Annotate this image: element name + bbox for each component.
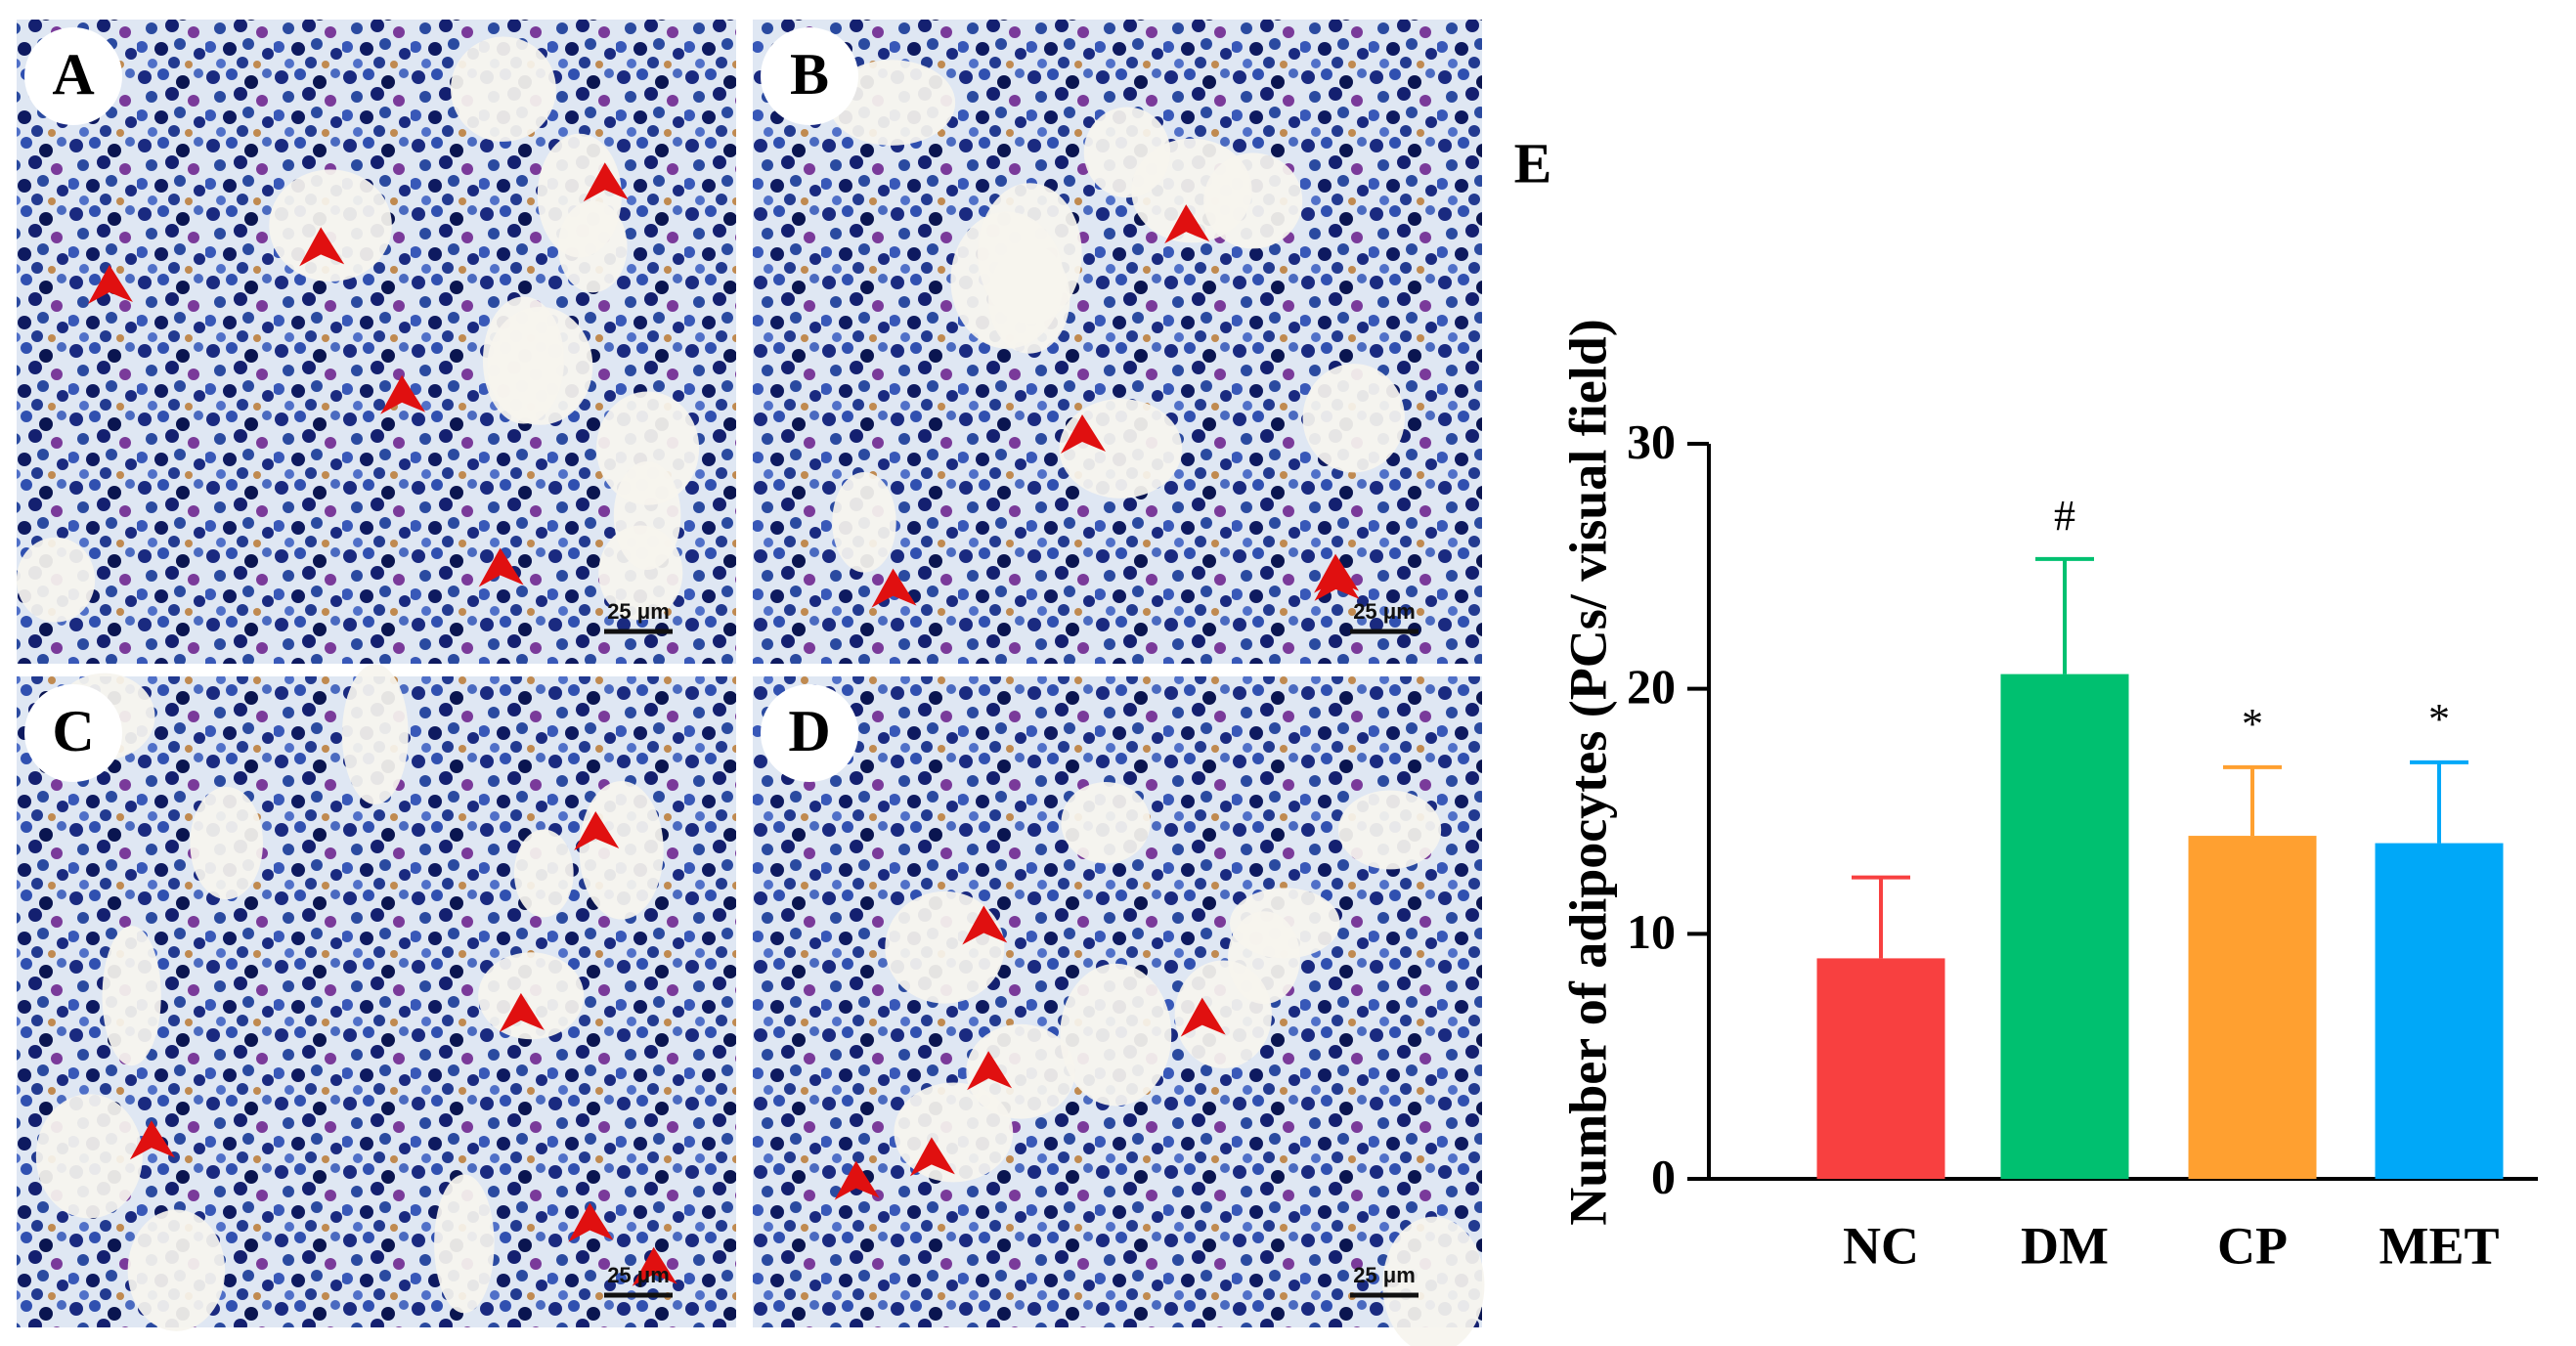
arrowhead: [478, 547, 524, 587]
adipocyte: [832, 472, 896, 573]
adipocyte: [950, 211, 1064, 349]
y-tick-label: 10: [1627, 904, 1676, 959]
adipocyte: [598, 525, 683, 621]
arrowhead: [871, 568, 917, 608]
panel-label-bg: [761, 27, 858, 125]
arrowhead: [967, 1051, 1013, 1091]
adipocyte: [557, 200, 628, 293]
panel-label: C: [52, 699, 94, 763]
x-tick-label: CP: [2217, 1216, 2288, 1275]
arrowhead: [87, 265, 133, 305]
adipocyte: [127, 1209, 226, 1331]
arrowhead: [583, 162, 629, 202]
arrowhead: [1061, 414, 1107, 455]
scale-bar-label: 25 μm: [607, 1263, 670, 1287]
panel-label: B: [790, 42, 829, 107]
panel-label-bg: [24, 684, 122, 782]
adipocyte: [102, 926, 161, 1066]
adipocyte: [1174, 960, 1272, 1068]
adipocyte: [1203, 152, 1303, 249]
panel-label: E: [1514, 131, 1552, 195]
adipocyte: [966, 1023, 1075, 1119]
arrowhead: [574, 811, 620, 851]
panel-label-bg: [761, 684, 858, 782]
adipocyte: [885, 890, 1005, 1004]
arrowhead: [962, 905, 1008, 945]
significance-mark: *: [2428, 695, 2450, 743]
x-tick-label: NC: [1843, 1216, 1919, 1275]
arrowhead: [1314, 561, 1360, 601]
panel-label-bg: [24, 27, 122, 125]
arrowhead: [1180, 997, 1226, 1037]
arrowhead: [568, 1202, 614, 1242]
adipocyte: [35, 1094, 143, 1219]
adipocyte: [450, 36, 556, 142]
adipocyte: [478, 952, 585, 1040]
adipocyte: [1382, 1216, 1485, 1346]
adipocyte: [596, 391, 700, 505]
adipocyte: [487, 306, 593, 425]
adipocyte: [1229, 888, 1340, 959]
significance-mark: *: [2242, 700, 2263, 748]
y-tick-label: 0: [1651, 1149, 1676, 1203]
arrowhead: [1164, 204, 1210, 244]
x-tick-label: MET: [2379, 1216, 2499, 1275]
micrograph: A 25 μm: [16, 20, 736, 664]
adipocyte: [1338, 790, 1442, 870]
adipocyte: [513, 829, 574, 918]
scale-bar-label: 25 μm: [1353, 1263, 1416, 1287]
arrowhead: [380, 374, 426, 414]
bar: [2188, 836, 2317, 1179]
panel-label: D: [788, 699, 830, 763]
micrograph: C 25 μm: [17, 664, 736, 1331]
arrowhead: [632, 1246, 677, 1286]
adipocyte: [434, 1174, 495, 1314]
scale-bar-label: 25 μm: [1353, 599, 1416, 624]
y-tick-label: 30: [1627, 413, 1676, 468]
micrograph: B 25 μm: [753, 20, 1482, 664]
significance-mark: #: [2054, 492, 2075, 540]
y-tick-label: 20: [1627, 659, 1676, 714]
bar: [2375, 843, 2504, 1179]
adipocyte: [341, 664, 409, 804]
micrograph: D 25 μm: [753, 676, 1485, 1346]
arrowhead: [499, 992, 545, 1032]
adipocyte: [269, 169, 392, 282]
bar: [2000, 673, 2129, 1179]
arrowhead: [909, 1137, 955, 1177]
adipocyte: [190, 786, 263, 900]
adipocyte: [828, 60, 956, 146]
adipocyte: [1061, 782, 1151, 864]
scale-bar-label: 25 μm: [607, 599, 670, 624]
arrowhead: [299, 227, 345, 267]
x-tick-label: DM: [2021, 1216, 2109, 1275]
arrowhead: [834, 1160, 880, 1200]
adipocyte: [1302, 364, 1405, 473]
adipocyte: [16, 537, 96, 623]
arrowhead: [129, 1120, 175, 1160]
adipocyte: [1059, 399, 1183, 499]
adipocyte: [579, 781, 664, 920]
y-axis-title: Number of adipocytes (PCs/ visual field): [1558, 319, 1617, 1226]
bar: [1816, 958, 1945, 1179]
panel-label: A: [52, 42, 94, 107]
adipocyte: [1060, 963, 1172, 1107]
